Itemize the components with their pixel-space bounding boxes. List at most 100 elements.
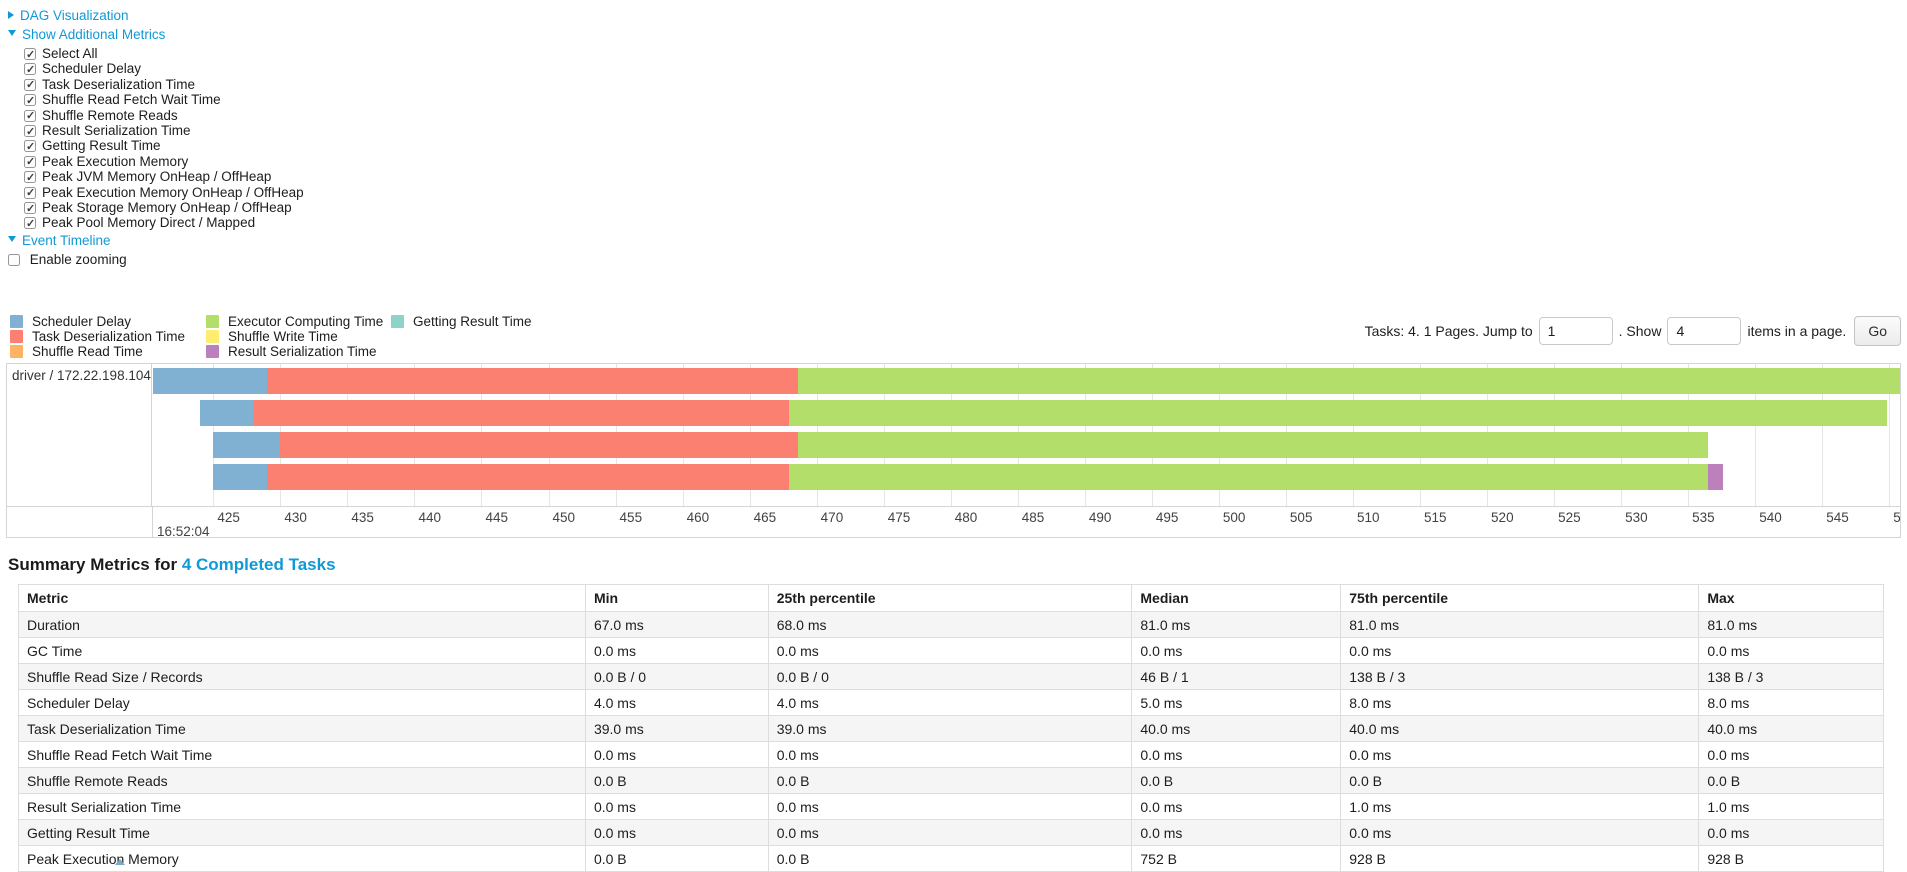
checkbox-icon[interactable] [24,125,36,138]
metric-name-cell: GC Time [18,637,586,665]
task-bar-row[interactable] [153,432,1900,459]
checkbox-icon[interactable] [24,48,36,61]
value-cell: 1.0 ms [1698,793,1884,821]
bar-segment-scheduler-delay[interactable] [199,400,254,427]
metric-option-label: Peak Pool Memory Direct / Mapped [42,215,256,231]
legend-swatch-scheduler-delay [10,314,23,328]
checkbox-icon[interactable] [24,109,36,122]
metric-option-label: Peak Execution Memory [42,153,189,169]
value-cell: 0.0 ms [1698,819,1884,847]
page-size-input[interactable] [1667,316,1742,345]
metric-option-result-serialization-time[interactable]: Result Serialization Time [24,123,1907,138]
value-cell: 4.0 ms [767,689,1133,717]
value-cell: 0.0 B [767,845,1133,872]
axis-tick-label: 465 [753,510,777,526]
table-row-task-deserialization-time: Task Deserialization Time 39.0 ms 39.0 ms 4… [18,715,1884,743]
bar-segment-task-deserialization[interactable] [266,464,789,491]
checkbox-icon[interactable] [24,94,36,107]
value-cell: 0.0 B / 0 [767,663,1133,691]
bar-segment-task-deserialization[interactable] [266,368,798,395]
metric-option-peak-execution-memory-onheap-offheap[interactable]: Peak Execution Memory OnHeap / OffHeap [24,185,1907,200]
bar-segment-executor-computing[interactable] [788,400,1887,427]
bar-segment-result-serialization[interactable] [1708,464,1723,491]
event-timeline-toggle[interactable]: Event Timeline [8,233,1907,248]
task-bar-row[interactable] [153,368,1900,395]
bar-segment-executor-computing[interactable] [788,464,1709,491]
jump-to-page-input[interactable] [1538,316,1613,345]
metric-option-getting-result-time[interactable]: Getting Result Time [24,138,1907,153]
tasks-pagination: Tasks: 4. 1 Pages. Jump to . Show items … [1365,315,1901,346]
metric-option-peak-pool-memory-direct-mapped[interactable]: Peak Pool Memory Direct / Mapped [24,215,1907,230]
table-header-row: Metric Min 25th percentile Median 75th perce… [18,584,1884,613]
axis-tick-label: 500 [1222,510,1246,526]
additional-metrics-checkbox-list: Select All Scheduler Delay Task Deserializ… [8,46,1907,231]
axis-tick-label: 480 [954,510,978,526]
dag-visualization-toggle[interactable]: DAG Visualization [8,8,1907,23]
metric-name-cell: Peak Execution Memory [18,845,586,872]
checkbox-icon[interactable] [24,155,36,168]
checkbox-icon[interactable] [24,186,36,199]
enable-zooming-option[interactable]: Enable zooming [8,252,1907,268]
metric-option-shuffle-read-fetch-wait-time[interactable]: Shuffle Read Fetch Wait Time [24,92,1907,107]
axis-tick-label: 550 [1893,510,1900,525]
metric-name-cell: Scheduler Delay [18,689,586,717]
bar-segment-task-deserialization[interactable] [280,432,798,459]
go-button[interactable]: Go [1854,315,1901,346]
bar-segment-scheduler-delay[interactable] [213,432,281,459]
checkbox-icon[interactable] [24,202,36,215]
show-additional-metrics-toggle[interactable]: Show Additional Metrics [8,27,1907,42]
metric-option-scheduler-delay[interactable]: Scheduler Delay [24,61,1907,76]
value-cell: 67.0 ms [584,611,769,639]
metric-option-label: Peak Storage Memory OnHeap / OffHeap [42,200,292,216]
gridline [1889,364,1891,507]
column-header-max: Max [1698,584,1884,613]
column-header-median: Median [1131,584,1342,613]
metric-option-label: Result Serialization Time [42,123,191,139]
task-bar-row[interactable] [153,464,1900,491]
metric-option-label: Scheduler Delay [42,61,142,77]
checkbox-icon[interactable] [24,140,36,153]
event-timeline-chart[interactable]: driver / 172.22.198.104 16:52:04 425 430 4… [6,363,1901,539]
metric-option-peak-storage-memory-onheap-offheap[interactable]: Peak Storage Memory OnHeap / OffHeap [24,200,1907,215]
legend-column: Getting Result Time [387,314,532,360]
legend-label: Getting Result Time [413,313,532,329]
value-cell: 0.0 ms [1698,741,1884,769]
bar-segment-executor-computing[interactable] [797,432,1709,459]
bar-segment-scheduler-delay[interactable] [153,368,267,395]
metric-option-shuffle-remote-reads[interactable]: Shuffle Remote Reads [24,108,1907,123]
checkbox-icon[interactable] [24,171,36,184]
legend-item-scheduler-delay: Scheduler Delay [6,314,202,329]
checkbox-icon[interactable] [24,78,36,91]
value-cell: 8.0 ms [1340,689,1700,717]
chart-plot-area[interactable] [153,364,1900,507]
metric-option-label: Peak JVM Memory OnHeap / OffHeap [42,169,272,185]
task-bar-row[interactable] [153,400,1900,427]
metric-option-task-deserialization-time[interactable]: Task Deserialization Time [24,77,1907,92]
value-cell: 5.0 ms [1131,689,1342,717]
enable-zooming-checkbox[interactable] [8,253,20,266]
metric-option-peak-jvm-memory-onheap-offheap[interactable]: Peak JVM Memory OnHeap / OffHeap [24,169,1907,184]
checkbox-icon[interactable] [24,217,36,230]
gridline [1822,364,1824,507]
metric-option-select-all[interactable]: Select All [24,46,1907,61]
bar-segment-executor-computing[interactable] [797,368,1900,395]
legend-label: Shuffle Read Time [32,344,143,360]
metric-option-peak-execution-memory[interactable]: Peak Execution Memory [24,154,1907,169]
event-timeline-label: Event Timeline [22,232,111,248]
timeline-controls: DAG Visualization Show Additional Metric… [0,0,1907,268]
legend-column: Executor Computing Time Shuffle Write Tim… [202,314,387,360]
completed-tasks-link[interactable]: 4 Completed Tasks [181,555,336,575]
table-row-shuffle-remote-reads: Shuffle Remote Reads 0.0 B 0.0 B 0.0 B 0.0 B… [18,767,1884,795]
legend-item-executor-computing-time: Executor Computing Time [202,314,387,329]
axis-tick-label: 540 [1759,510,1782,526]
bar-segment-scheduler-delay[interactable] [213,464,267,491]
value-cell: 40.0 ms [1340,715,1700,743]
value-cell: 0.0 ms [584,819,769,847]
value-cell: 81.0 ms [1698,611,1884,639]
legend-item-task-deserialization-time: Task Deserialization Time [6,329,202,344]
axis-tick-label: 460 [686,510,710,526]
checkbox-icon[interactable] [24,63,36,76]
bar-segment-task-deserialization[interactable] [253,400,789,427]
metric-name-cell: Duration [18,611,586,639]
column-header-min: Min [584,584,769,613]
